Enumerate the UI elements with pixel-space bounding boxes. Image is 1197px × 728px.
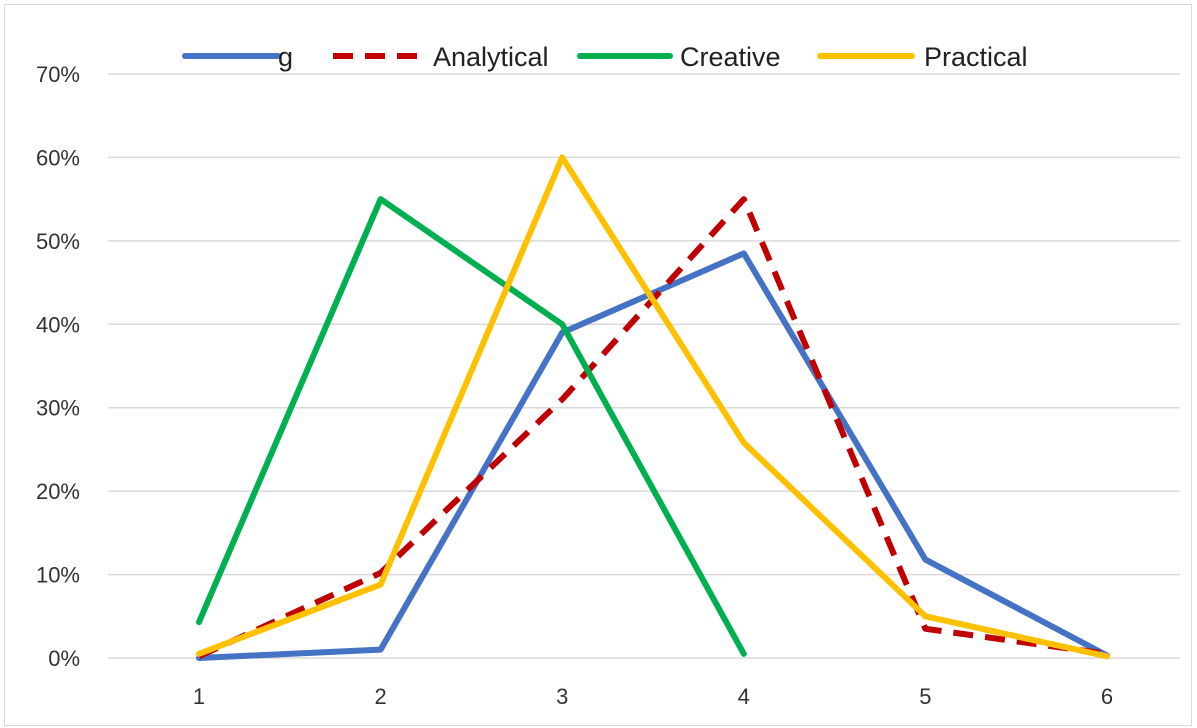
y-tick-label: 20%: [36, 479, 80, 504]
series-line-creative: [196, 196, 747, 657]
series-line-analytical: [197, 196, 1108, 660]
y-tick-label: 0%: [48, 646, 80, 671]
legend-label-creative: Creative: [680, 42, 781, 72]
legend-label-practical: Practical: [924, 42, 1028, 72]
legend-label-analytical: Analytical: [433, 42, 549, 72]
series-line-practical: [196, 154, 1110, 660]
legend: g Analytical Creative Practical: [182, 42, 1028, 72]
y-tick-label: 50%: [36, 229, 80, 254]
x-tick-label: 2: [374, 684, 386, 709]
x-tick-label: 3: [556, 684, 568, 709]
chart-frame: [4, 4, 1192, 726]
x-tick-label: 4: [738, 684, 750, 709]
y-tick-label: 60%: [36, 145, 80, 170]
y-tick-label: 70%: [36, 62, 80, 87]
x-tick-label: 5: [919, 684, 931, 709]
series-line-g: [196, 250, 1110, 661]
y-tick-label: 40%: [36, 312, 80, 337]
legend-label-g: g: [278, 42, 293, 72]
x-tick-label: 1: [193, 684, 205, 709]
y-axis: 0% 10% 20% 30% 40% 50% 60% 70%: [36, 62, 80, 671]
x-axis: 1 2 3 4 5 6: [193, 684, 1113, 709]
y-tick-label: 10%: [36, 563, 80, 588]
gridlines: [108, 73, 1180, 659]
x-tick-label: 6: [1101, 684, 1113, 709]
y-tick-label: 30%: [36, 396, 80, 421]
series-lines: [196, 154, 1110, 661]
